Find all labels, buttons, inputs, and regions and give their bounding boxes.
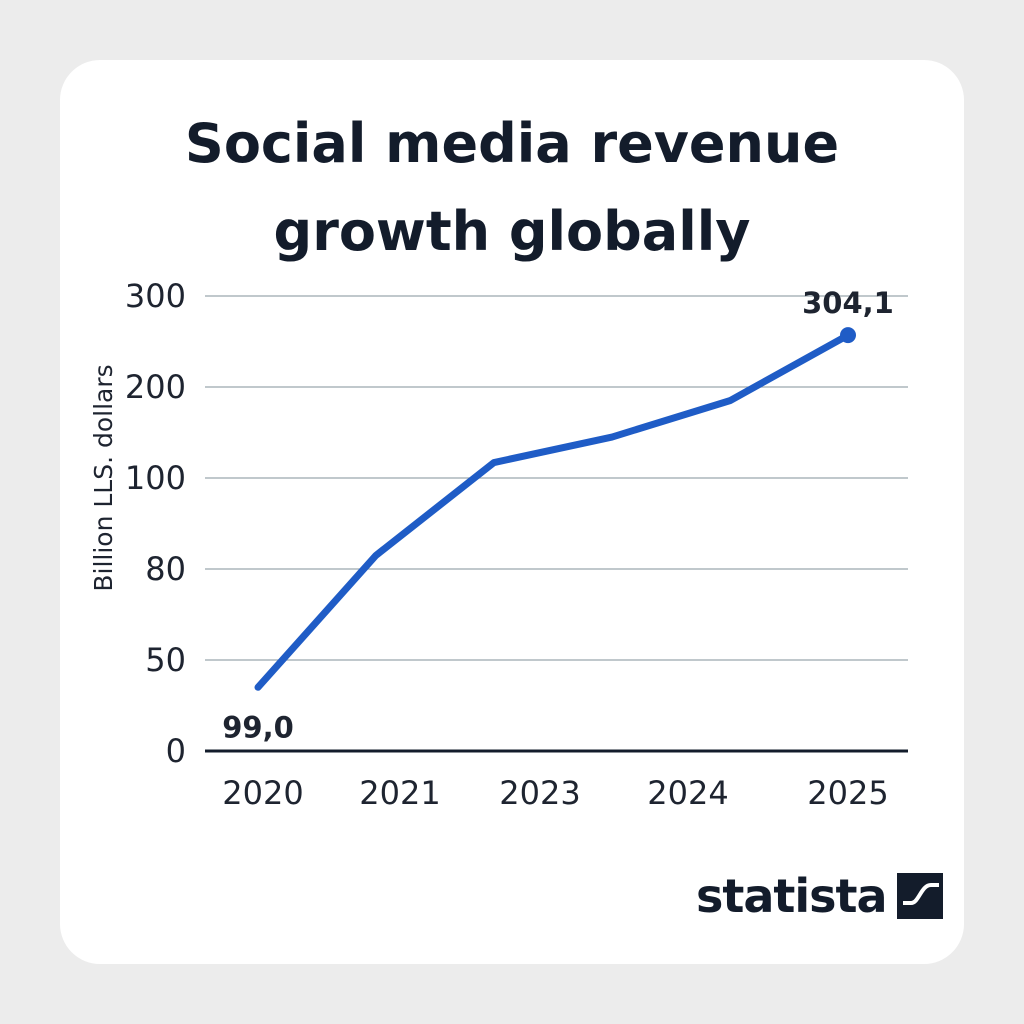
y-tick-label: 50	[145, 641, 186, 679]
y-tick-label: 300	[125, 277, 186, 315]
brand-name: statista	[696, 869, 888, 923]
chart-title: Social media revenue growth globally	[0, 100, 1024, 276]
y-tick-label: 100	[125, 459, 186, 497]
x-tick-label: 2024	[647, 774, 728, 812]
y-axis-label: Billion LLS. dollars	[89, 364, 118, 591]
statista-logo-icon	[896, 873, 943, 919]
chart-card	[60, 60, 964, 964]
y-tick-label: 0	[166, 732, 186, 770]
statista-logo: statista	[696, 866, 943, 926]
x-tick-label: 2025	[807, 774, 888, 812]
data-label: 99,0	[222, 710, 294, 744]
x-tick-label: 2020	[222, 774, 303, 812]
x-tick-label: 2023	[499, 774, 580, 812]
data-label: 304,1	[802, 286, 894, 320]
chart-title-line-1: Social media revenue	[184, 112, 840, 175]
x-tick-label: 2021	[359, 774, 440, 812]
chart-title-line-2: growth globally	[273, 200, 751, 263]
end-point-marker	[840, 327, 856, 344]
y-tick-label: 80	[145, 550, 186, 588]
series-line	[254, 331, 852, 691]
y-tick-label: 200	[125, 368, 186, 406]
